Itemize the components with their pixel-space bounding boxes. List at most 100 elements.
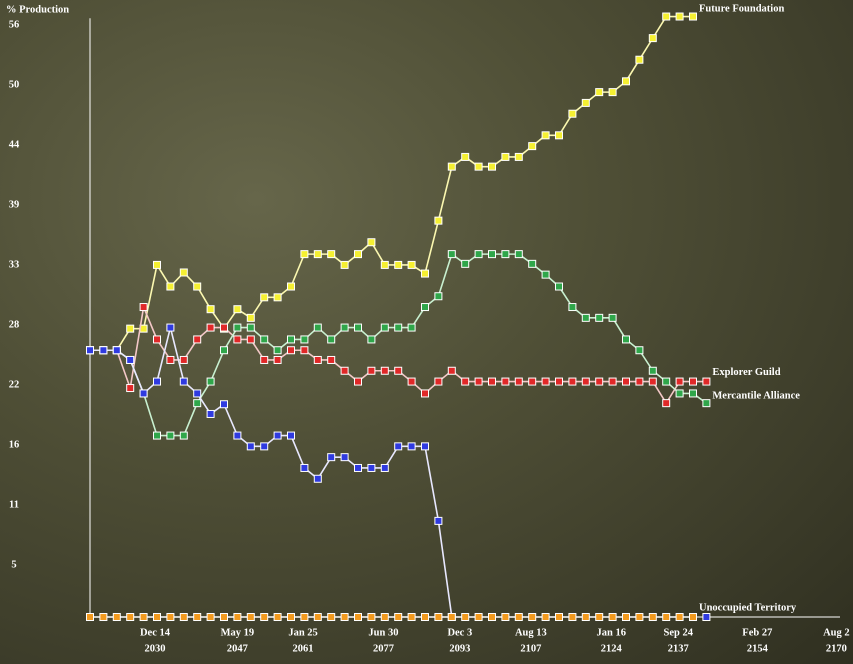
series-label: Future Foundation [699, 3, 784, 14]
point-marker [421, 269, 429, 278]
point-marker [447, 613, 456, 621]
x-tick-year: 2107 [520, 643, 541, 654]
point-marker [246, 613, 255, 621]
point-marker [528, 613, 537, 621]
x-tick-label: Jan 25 [288, 627, 317, 638]
point-marker [461, 613, 470, 621]
point-marker [501, 377, 510, 386]
point-marker [702, 399, 711, 408]
point-marker [648, 377, 657, 386]
point-marker [206, 409, 215, 418]
point-marker [367, 463, 376, 472]
point-marker [233, 323, 242, 332]
x-tick-label: Aug 2 [823, 627, 850, 638]
point-marker [313, 250, 322, 259]
point-marker [608, 313, 617, 322]
point-marker [635, 55, 644, 64]
point-marker [327, 355, 336, 364]
point-marker [568, 109, 577, 118]
point-marker [488, 613, 496, 621]
point-marker [193, 335, 202, 344]
point-marker [541, 377, 550, 386]
point-marker [367, 366, 376, 375]
point-marker [434, 377, 443, 386]
point-marker [648, 34, 657, 43]
point-marker [488, 250, 496, 259]
point-marker [648, 366, 657, 375]
point-marker [488, 377, 496, 386]
point-marker [434, 516, 443, 525]
point-marker [287, 431, 295, 440]
point-marker [300, 613, 309, 621]
point-marker [313, 323, 322, 332]
point-marker [166, 431, 175, 440]
point-marker [179, 268, 188, 277]
point-marker [622, 77, 630, 86]
point-marker [622, 377, 630, 386]
point-marker [501, 152, 510, 161]
point-marker [153, 431, 161, 440]
point-marker [206, 377, 215, 386]
point-marker [394, 442, 403, 451]
point-marker [447, 366, 456, 375]
point-marker [595, 613, 604, 621]
point-marker [327, 250, 336, 259]
point-marker [407, 323, 416, 332]
point-marker [287, 346, 295, 355]
point-marker [300, 250, 309, 259]
point-marker [595, 88, 604, 97]
point-marker [313, 474, 322, 483]
point-marker [447, 250, 456, 259]
point-marker [380, 613, 389, 621]
point-marker [260, 442, 269, 451]
point-marker [702, 613, 711, 621]
point-marker [380, 260, 389, 269]
point-marker [474, 162, 483, 171]
point-marker [126, 324, 135, 333]
point-marker [568, 303, 577, 312]
point-marker [313, 613, 322, 621]
point-marker [206, 305, 215, 314]
point-marker [367, 238, 376, 247]
point-marker [193, 613, 202, 621]
point-marker [635, 346, 644, 355]
point-marker [474, 613, 483, 621]
point-marker [555, 282, 563, 291]
point-marker [421, 303, 429, 312]
x-tick-year: 2047 [227, 643, 248, 654]
point-marker [327, 335, 336, 344]
point-marker [662, 12, 671, 21]
point-marker [514, 613, 523, 621]
point-marker [153, 613, 161, 621]
point-marker [112, 346, 121, 355]
point-marker [313, 355, 322, 364]
point-marker [260, 293, 269, 302]
point-marker [287, 613, 295, 621]
point-marker [662, 377, 671, 386]
point-marker [474, 250, 483, 259]
y-tick-label: 5 [11, 559, 16, 570]
point-marker [501, 250, 510, 259]
point-marker [407, 260, 416, 269]
point-marker [568, 377, 577, 386]
point-marker [461, 377, 470, 386]
x-tick-year: 2061 [293, 643, 314, 654]
y-tick-label: 22 [9, 379, 20, 390]
point-marker [273, 431, 282, 440]
point-marker [260, 355, 269, 364]
point-marker [179, 431, 188, 440]
point-marker [581, 377, 590, 386]
point-marker [300, 346, 309, 355]
point-marker [635, 613, 644, 621]
point-marker [354, 377, 362, 386]
x-tick-year: 2154 [747, 643, 769, 654]
point-marker [407, 613, 416, 621]
point-marker [354, 613, 362, 621]
point-marker [608, 88, 617, 97]
y-tick-label: 50 [9, 79, 20, 90]
point-marker [193, 389, 202, 398]
point-marker [461, 259, 470, 268]
point-marker [555, 377, 563, 386]
point-marker [367, 613, 376, 621]
